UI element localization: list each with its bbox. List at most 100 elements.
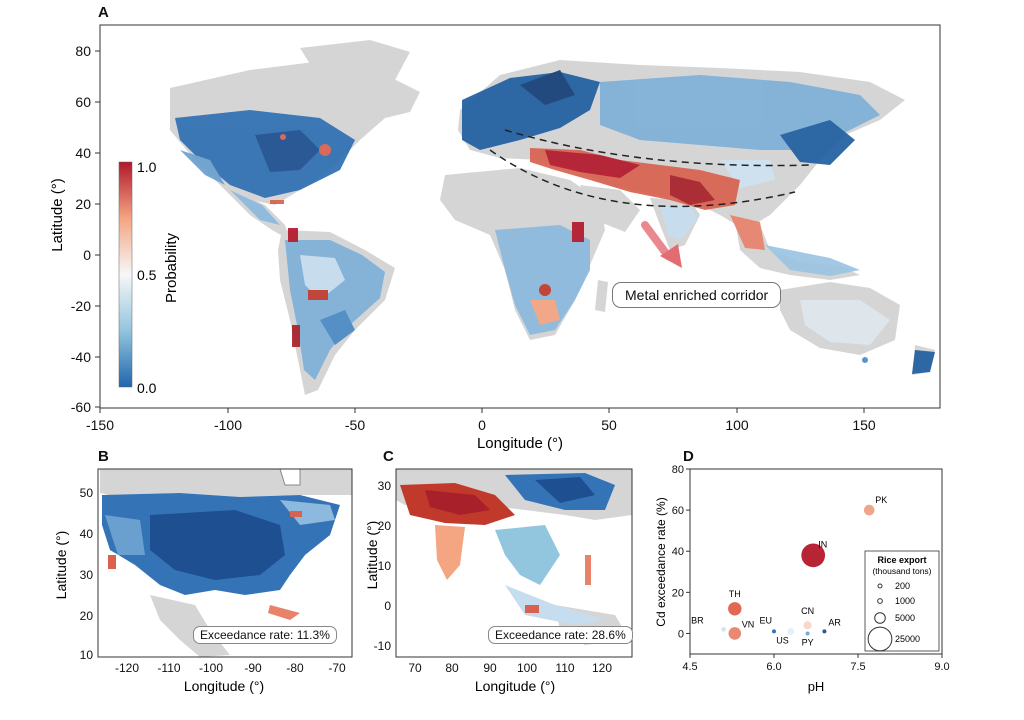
scatter-point-us bbox=[787, 628, 795, 635]
b-xtick-m80: -80 bbox=[286, 661, 304, 675]
b-ytick-30: 30 bbox=[80, 568, 94, 582]
scatter-point-th bbox=[728, 602, 742, 616]
size-legend: Rice export (thousand tons) 200 1000 5000 2… bbox=[864, 550, 940, 652]
legend-size-circle bbox=[867, 626, 893, 652]
c-ytick-0: 0 bbox=[384, 599, 391, 613]
c-ytick-10: 10 bbox=[378, 559, 392, 573]
a-ytick-20: 20 bbox=[75, 196, 91, 212]
colorbar-tick-low: 0.0 bbox=[137, 380, 157, 396]
d-xtick-label: 6.0 bbox=[766, 661, 781, 673]
scatter-point-ar bbox=[822, 629, 827, 634]
c-xtick-70: 70 bbox=[408, 661, 422, 675]
d-ytick-label: 20 bbox=[672, 587, 684, 599]
d-ylabel: Cd exceedance rate (%) bbox=[654, 497, 668, 626]
c-xlabel: Longitude (°) bbox=[475, 678, 555, 694]
panel-c-y-axis: 30 20 10 0 -10 bbox=[374, 479, 392, 653]
b-ytick-50: 50 bbox=[80, 486, 94, 500]
legend-size-circle bbox=[877, 583, 883, 589]
colorbar-tick-mid: 0.5 bbox=[137, 267, 157, 283]
a-ytick-m20: -20 bbox=[71, 298, 91, 314]
a-ytick-m60: -60 bbox=[71, 399, 91, 415]
c-xtick-110: 110 bbox=[555, 661, 574, 675]
b-ytick-40: 40 bbox=[80, 527, 94, 541]
panel-d-x-axis: 4.5 6.0 7.5 9.0 bbox=[682, 654, 950, 673]
a-xlabel: Longitude (°) bbox=[477, 435, 563, 452]
panel-d-points: PK IN TH BR VN EU CN US PY AR bbox=[691, 495, 887, 647]
panel-a-x-axis: -150 -100 -50 0 50 100 150 bbox=[86, 408, 876, 433]
panel-c-overlay bbox=[400, 473, 615, 625]
c-ytick-30: 30 bbox=[378, 479, 392, 493]
d-xtick-label: 4.5 bbox=[682, 661, 697, 673]
b-xtick-m110: -110 bbox=[157, 661, 180, 675]
panel-c-x-axis: 70 80 90 100 110 120 bbox=[408, 661, 612, 675]
scatter-label-br: BR bbox=[691, 615, 704, 625]
exceedance-b: Exceedance rate: 11.3% bbox=[193, 626, 337, 644]
legend-title-1: Rice export bbox=[877, 555, 926, 565]
legend-size-circle bbox=[874, 612, 886, 624]
legend-size-label: 200 bbox=[895, 581, 910, 591]
corridor-arrow bbox=[641, 221, 682, 268]
a-xtick-m50: -50 bbox=[345, 417, 365, 433]
b-ytick-10: 10 bbox=[80, 648, 94, 662]
panel-b-y-axis: 50 40 30 20 10 bbox=[80, 486, 94, 662]
b-xtick-m100: -100 bbox=[199, 661, 223, 675]
scatter-label-ar: AR bbox=[828, 617, 841, 627]
a-xtick-m150: -150 bbox=[86, 417, 114, 433]
b-ylabel: Latitude (°) bbox=[53, 531, 69, 600]
a-ytick-40: 40 bbox=[75, 145, 91, 161]
scatter-point-br bbox=[721, 626, 726, 632]
b-xtick-m90: -90 bbox=[244, 661, 262, 675]
a-xtick-0: 0 bbox=[478, 417, 486, 433]
legend-size-label: 5000 bbox=[895, 613, 915, 623]
d-ytick-label: 40 bbox=[672, 546, 684, 558]
a-ytick-m40: -40 bbox=[71, 349, 91, 365]
c-xtick-120: 120 bbox=[592, 661, 612, 675]
scatter-label-vn: VN bbox=[742, 619, 755, 629]
a-xtick-50: 50 bbox=[601, 417, 617, 433]
a-ytick-60: 60 bbox=[75, 94, 91, 110]
a-xtick-150: 150 bbox=[852, 417, 876, 433]
corridor-callout: Metal enriched corridor bbox=[612, 282, 782, 308]
scatter-label-cn: CN bbox=[801, 606, 814, 616]
a-xtick-m100: -100 bbox=[214, 417, 242, 433]
corridor-arc-lower bbox=[489, 149, 796, 208]
scatter-point-in bbox=[801, 543, 826, 568]
panel-d-letter: D bbox=[683, 448, 694, 465]
panel-b-letter: B bbox=[98, 448, 109, 465]
colorbar bbox=[118, 161, 133, 388]
colorbar-label: Probability bbox=[163, 232, 180, 303]
scatter-label-us: US bbox=[776, 635, 789, 645]
d-ytick-label: 0 bbox=[678, 628, 684, 640]
panel-c-map: 30 20 10 0 -10 70 80 90 100 110 120 Long… bbox=[365, 468, 633, 694]
legend-size-label: 25000 bbox=[895, 634, 920, 644]
b-xtick-m70: -70 bbox=[328, 661, 346, 675]
c-ytick-20: 20 bbox=[378, 519, 392, 533]
panel-b-x-axis: -120 -110 -100 -90 -80 -70 bbox=[115, 661, 346, 675]
c-xtick-90: 90 bbox=[483, 661, 497, 675]
scatter-label-py: PY bbox=[802, 637, 814, 647]
d-xtick-label: 7.5 bbox=[850, 661, 865, 673]
panel-c-letter: C bbox=[383, 448, 394, 465]
b-ytick-20: 20 bbox=[80, 609, 94, 623]
corridor-arc-upper bbox=[504, 129, 811, 167]
a-ylabel: Latitude (°) bbox=[49, 178, 66, 252]
panel-a-map: 80 60 40 20 0 -20 -40 -60 -150 -100 -50 … bbox=[49, 24, 941, 452]
a-ytick-0: 0 bbox=[83, 247, 91, 263]
probability-overlay bbox=[175, 70, 935, 380]
legend-size-circle bbox=[877, 598, 883, 604]
scatter-label-eu: EU bbox=[759, 615, 772, 625]
legend-title-2: (thousand tons) bbox=[872, 566, 931, 576]
c-ytick-m10: -10 bbox=[374, 639, 392, 653]
a-ytick-80: 80 bbox=[75, 43, 91, 59]
scatter-point-cn bbox=[803, 621, 812, 630]
b-xlabel: Longitude (°) bbox=[184, 678, 264, 694]
panel-d-y-axis: 80 60 40 20 0 bbox=[672, 464, 690, 640]
legend-size-label: 1000 bbox=[895, 596, 915, 606]
panel-b-overlay bbox=[102, 493, 340, 620]
panel-a-y-axis: 80 60 40 20 0 -20 -40 -60 bbox=[71, 43, 100, 415]
colorbar-tick-high: 1.0 bbox=[137, 159, 157, 175]
c-xtick-80: 80 bbox=[445, 661, 459, 675]
panel-b-map: 50 40 30 20 10 -120 -110 -100 -90 -80 -7… bbox=[53, 468, 353, 694]
scatter-point-py bbox=[805, 631, 810, 636]
